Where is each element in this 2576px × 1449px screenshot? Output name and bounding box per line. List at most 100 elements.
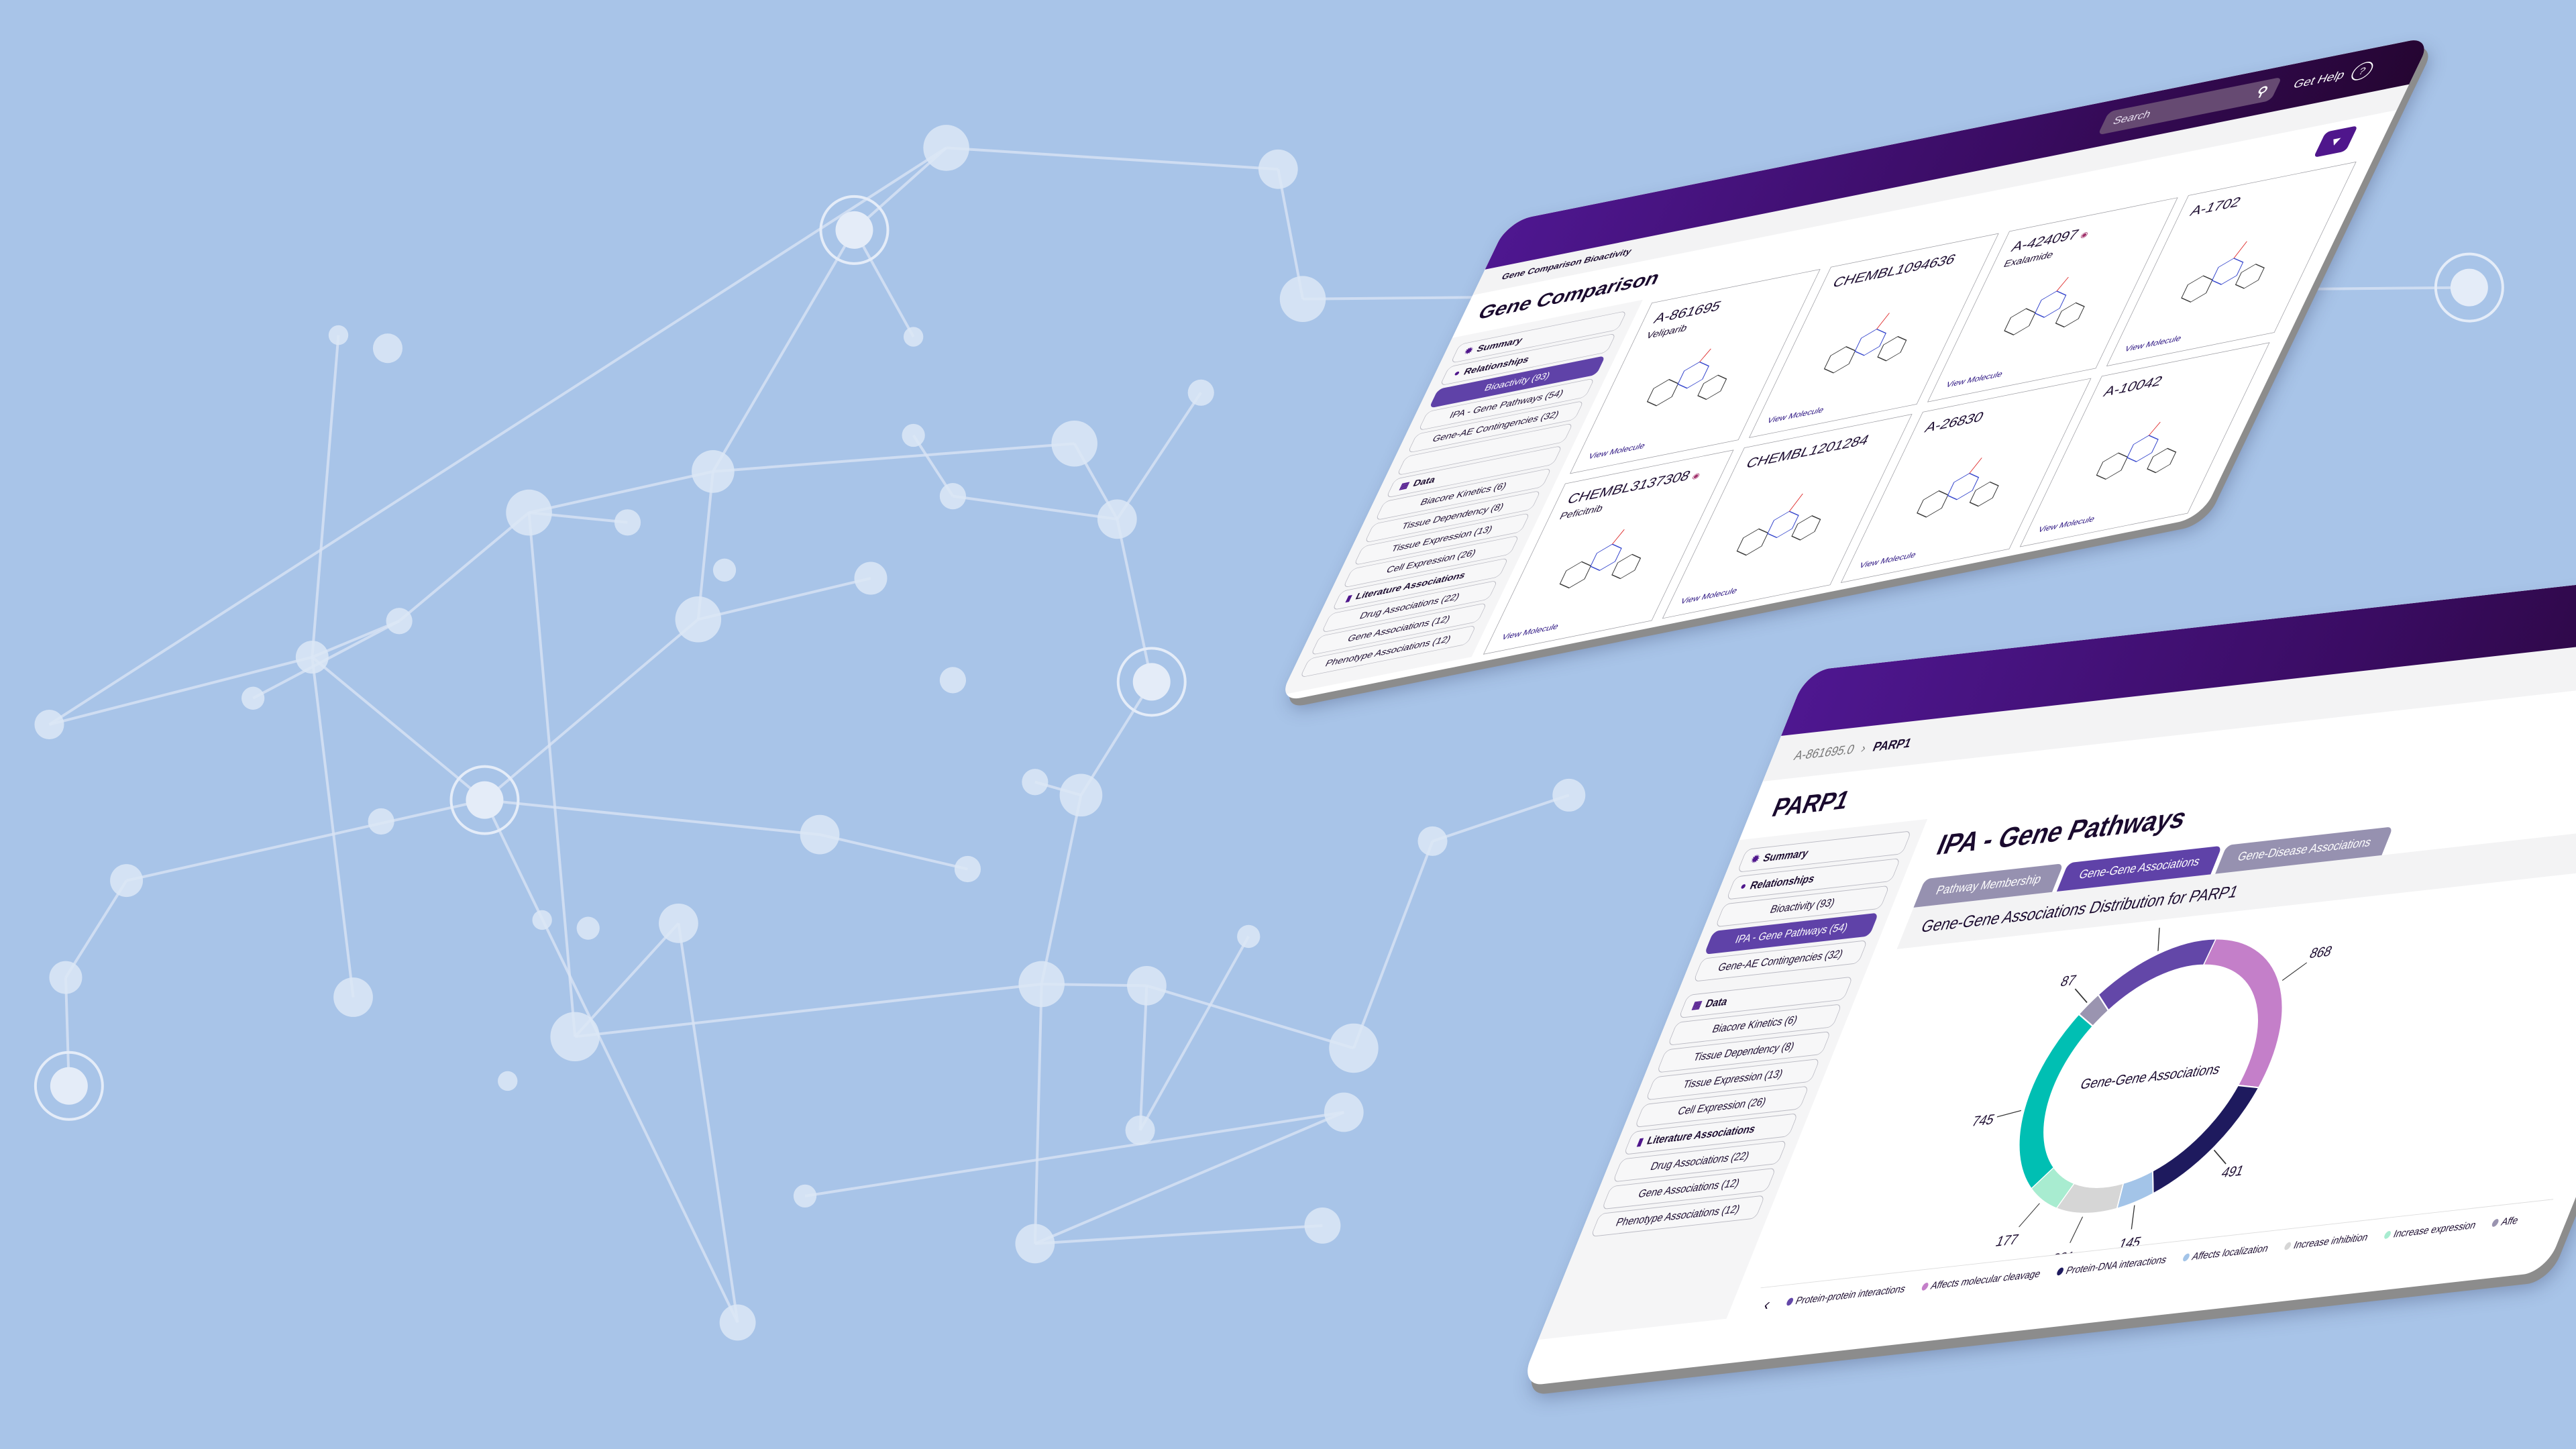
get-help-link[interactable]: Get Help ? — [2290, 60, 2377, 93]
sidebar-item-label: Biacore Kinetics (6) — [1710, 1013, 1800, 1036]
molecule-structure — [1862, 422, 2059, 561]
network-edge — [853, 229, 915, 338]
network-node — [939, 667, 967, 694]
network-edge — [819, 833, 968, 871]
network-node — [1304, 1208, 1341, 1244]
structure-drawing — [1646, 348, 1727, 407]
filter-button[interactable]: ▼ — [2313, 125, 2359, 158]
sidebar-item-label: Relationships — [1748, 872, 1817, 892]
slice-leader-line — [2157, 927, 2160, 952]
sidebar-item-label: IPA - Gene Pathways (54) — [1733, 920, 1850, 946]
legend-item[interactable]: Protein-DNA interactions — [2055, 1254, 2169, 1278]
molecule-card: A-26830 View Molecule — [1840, 378, 2092, 583]
legend-item[interactable]: Increase expression — [2382, 1220, 2478, 1242]
network-node — [34, 709, 64, 740]
legend-swatch — [2055, 1267, 2065, 1276]
sidebar-item-label: Tissue Dependency (8) — [1691, 1040, 1796, 1064]
network-node — [614, 509, 641, 536]
network-node — [532, 910, 552, 930]
network-node — [854, 561, 888, 595]
chevron-left-icon[interactable]: ‹ — [1760, 1294, 1774, 1315]
network-node — [110, 864, 144, 898]
network-node — [800, 814, 840, 855]
network-edge — [1034, 1111, 1345, 1245]
network-edge — [48, 146, 947, 726]
get-help-label: Get Help — [2291, 67, 2348, 91]
structure-drawing — [1824, 313, 1907, 374]
network-edge — [484, 798, 820, 837]
network-node — [1279, 276, 1326, 323]
network-node — [466, 781, 504, 819]
sidebar-item-label: Bioactivity (93) — [1768, 896, 1837, 916]
network-edge — [1138, 935, 1250, 1131]
network-node — [659, 903, 698, 943]
legend-item[interactable]: Affects molecular cleavage — [1920, 1268, 2043, 1293]
network-edge — [311, 656, 486, 802]
network-node — [1132, 663, 1171, 701]
legend-item[interactable]: Protein-protein interactions — [1784, 1283, 1907, 1308]
molecule-structure — [1770, 277, 1967, 416]
network-edge — [311, 657, 355, 998]
network-node-ring — [2434, 252, 2504, 323]
slice-leader-line — [2282, 962, 2307, 981]
donut-slice[interactable] — [2143, 1083, 2261, 1195]
slice-value-label: 177 — [1994, 1232, 2021, 1250]
donut-center-label: Gene-Gene Associations — [2078, 1061, 2223, 1092]
network-edge — [1138, 985, 1148, 1131]
sidebar-item-label: Tissue Expression (13) — [1680, 1067, 1785, 1091]
network-node — [939, 483, 967, 510]
network-node — [368, 808, 394, 835]
slice-leader-line — [1996, 1110, 2022, 1118]
legend-swatch — [2182, 1253, 2191, 1262]
network-edge — [483, 799, 739, 1324]
molecule-structure — [2041, 386, 2238, 525]
molecule-card: CHEMBL1201284 View Molecule — [1662, 414, 1913, 619]
molecule-card: A-1702 View Molecule — [2106, 161, 2357, 367]
molecule-card: A-10042 View Molecule — [2019, 342, 2270, 547]
network-node — [550, 1012, 600, 1062]
data-icon: ▦ — [1690, 999, 1704, 1012]
structure-drawing — [1736, 493, 1821, 556]
network-node-ring — [819, 195, 890, 265]
network-node — [372, 333, 403, 364]
structure-drawing — [2181, 241, 2265, 303]
slice-value-label: 87 — [2058, 973, 2078, 990]
network-edge — [527, 512, 577, 1037]
network-node — [835, 211, 873, 249]
network-node — [50, 1067, 88, 1105]
network-edge — [1116, 392, 1202, 520]
network-node — [1324, 1092, 1364, 1132]
network-node — [1127, 966, 1167, 1006]
network-node — [1552, 778, 1586, 812]
legend-item[interactable]: Increase inhibition — [2283, 1232, 2370, 1252]
molecule-structure — [1683, 458, 1880, 597]
network-edge — [126, 798, 485, 882]
network-node — [1051, 420, 1097, 467]
sidebar-item-label: Drug Associations (22) — [1648, 1149, 1752, 1173]
molecule-structure — [1949, 241, 2146, 380]
network-node — [712, 558, 737, 582]
legend-item[interactable]: Affe — [2490, 1215, 2520, 1230]
breadcrumb-parent[interactable]: A-861695.0 — [1792, 742, 1857, 763]
network-node — [719, 1304, 756, 1341]
network-node — [902, 423, 925, 447]
sidebar-item-label: Phenotype Associations (12) — [1614, 1202, 1742, 1229]
network-edge — [484, 618, 700, 802]
donut-slice[interactable] — [2092, 938, 2217, 1012]
network-node — [1015, 1224, 1055, 1264]
network-node-ring — [449, 765, 520, 835]
legend-swatch — [1920, 1282, 1930, 1291]
legend-label: Protein-DNA interactions — [2063, 1254, 2169, 1277]
help-icon[interactable]: ? — [2348, 60, 2377, 83]
network-node-ring — [1116, 647, 1187, 717]
slice-leader-line — [2019, 1203, 2040, 1228]
breadcrumb-separator: › — [1859, 741, 1869, 756]
network-node — [241, 686, 265, 710]
network-edge — [1432, 794, 1570, 843]
molecule-structure — [1505, 494, 1702, 633]
legend-item[interactable]: Affects localization — [2181, 1243, 2270, 1265]
search-icon[interactable]: ⚲ — [2253, 83, 2271, 100]
filter-icon: ▼ — [2326, 133, 2346, 150]
donut-slice[interactable] — [1989, 1010, 2117, 1193]
